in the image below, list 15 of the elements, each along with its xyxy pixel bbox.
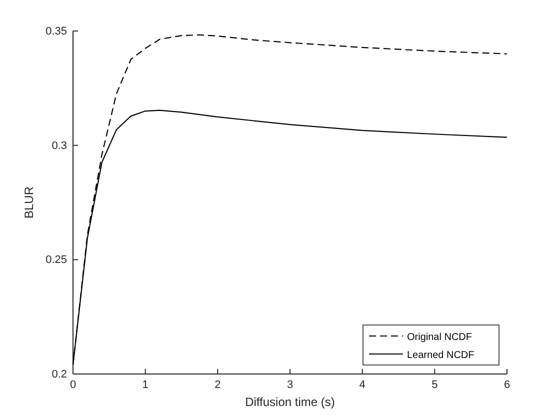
x-tick-label: 4 — [359, 378, 366, 391]
x-tick-label: 2 — [214, 378, 221, 391]
y-tick-label: 0.3 — [52, 140, 67, 152]
x-tick-label: 6 — [504, 378, 510, 391]
x-tick-label: 1 — [142, 378, 148, 391]
x-tick-label: 5 — [432, 378, 438, 391]
legend-label: Learned NCDF — [407, 350, 474, 361]
y-axis-title: BLUR — [22, 186, 36, 219]
y-tick-label: 0.2 — [52, 368, 67, 381]
x-tick-label: 0 — [70, 378, 76, 391]
x-axis-title: Diffusion time (s) — [245, 395, 335, 409]
x-tick-label: 3 — [286, 378, 294, 391]
legend-label: Original NCDF — [407, 332, 472, 343]
y-tick-label: 0.25 — [46, 254, 67, 266]
y-tick-label: 0.35 — [46, 26, 67, 38]
